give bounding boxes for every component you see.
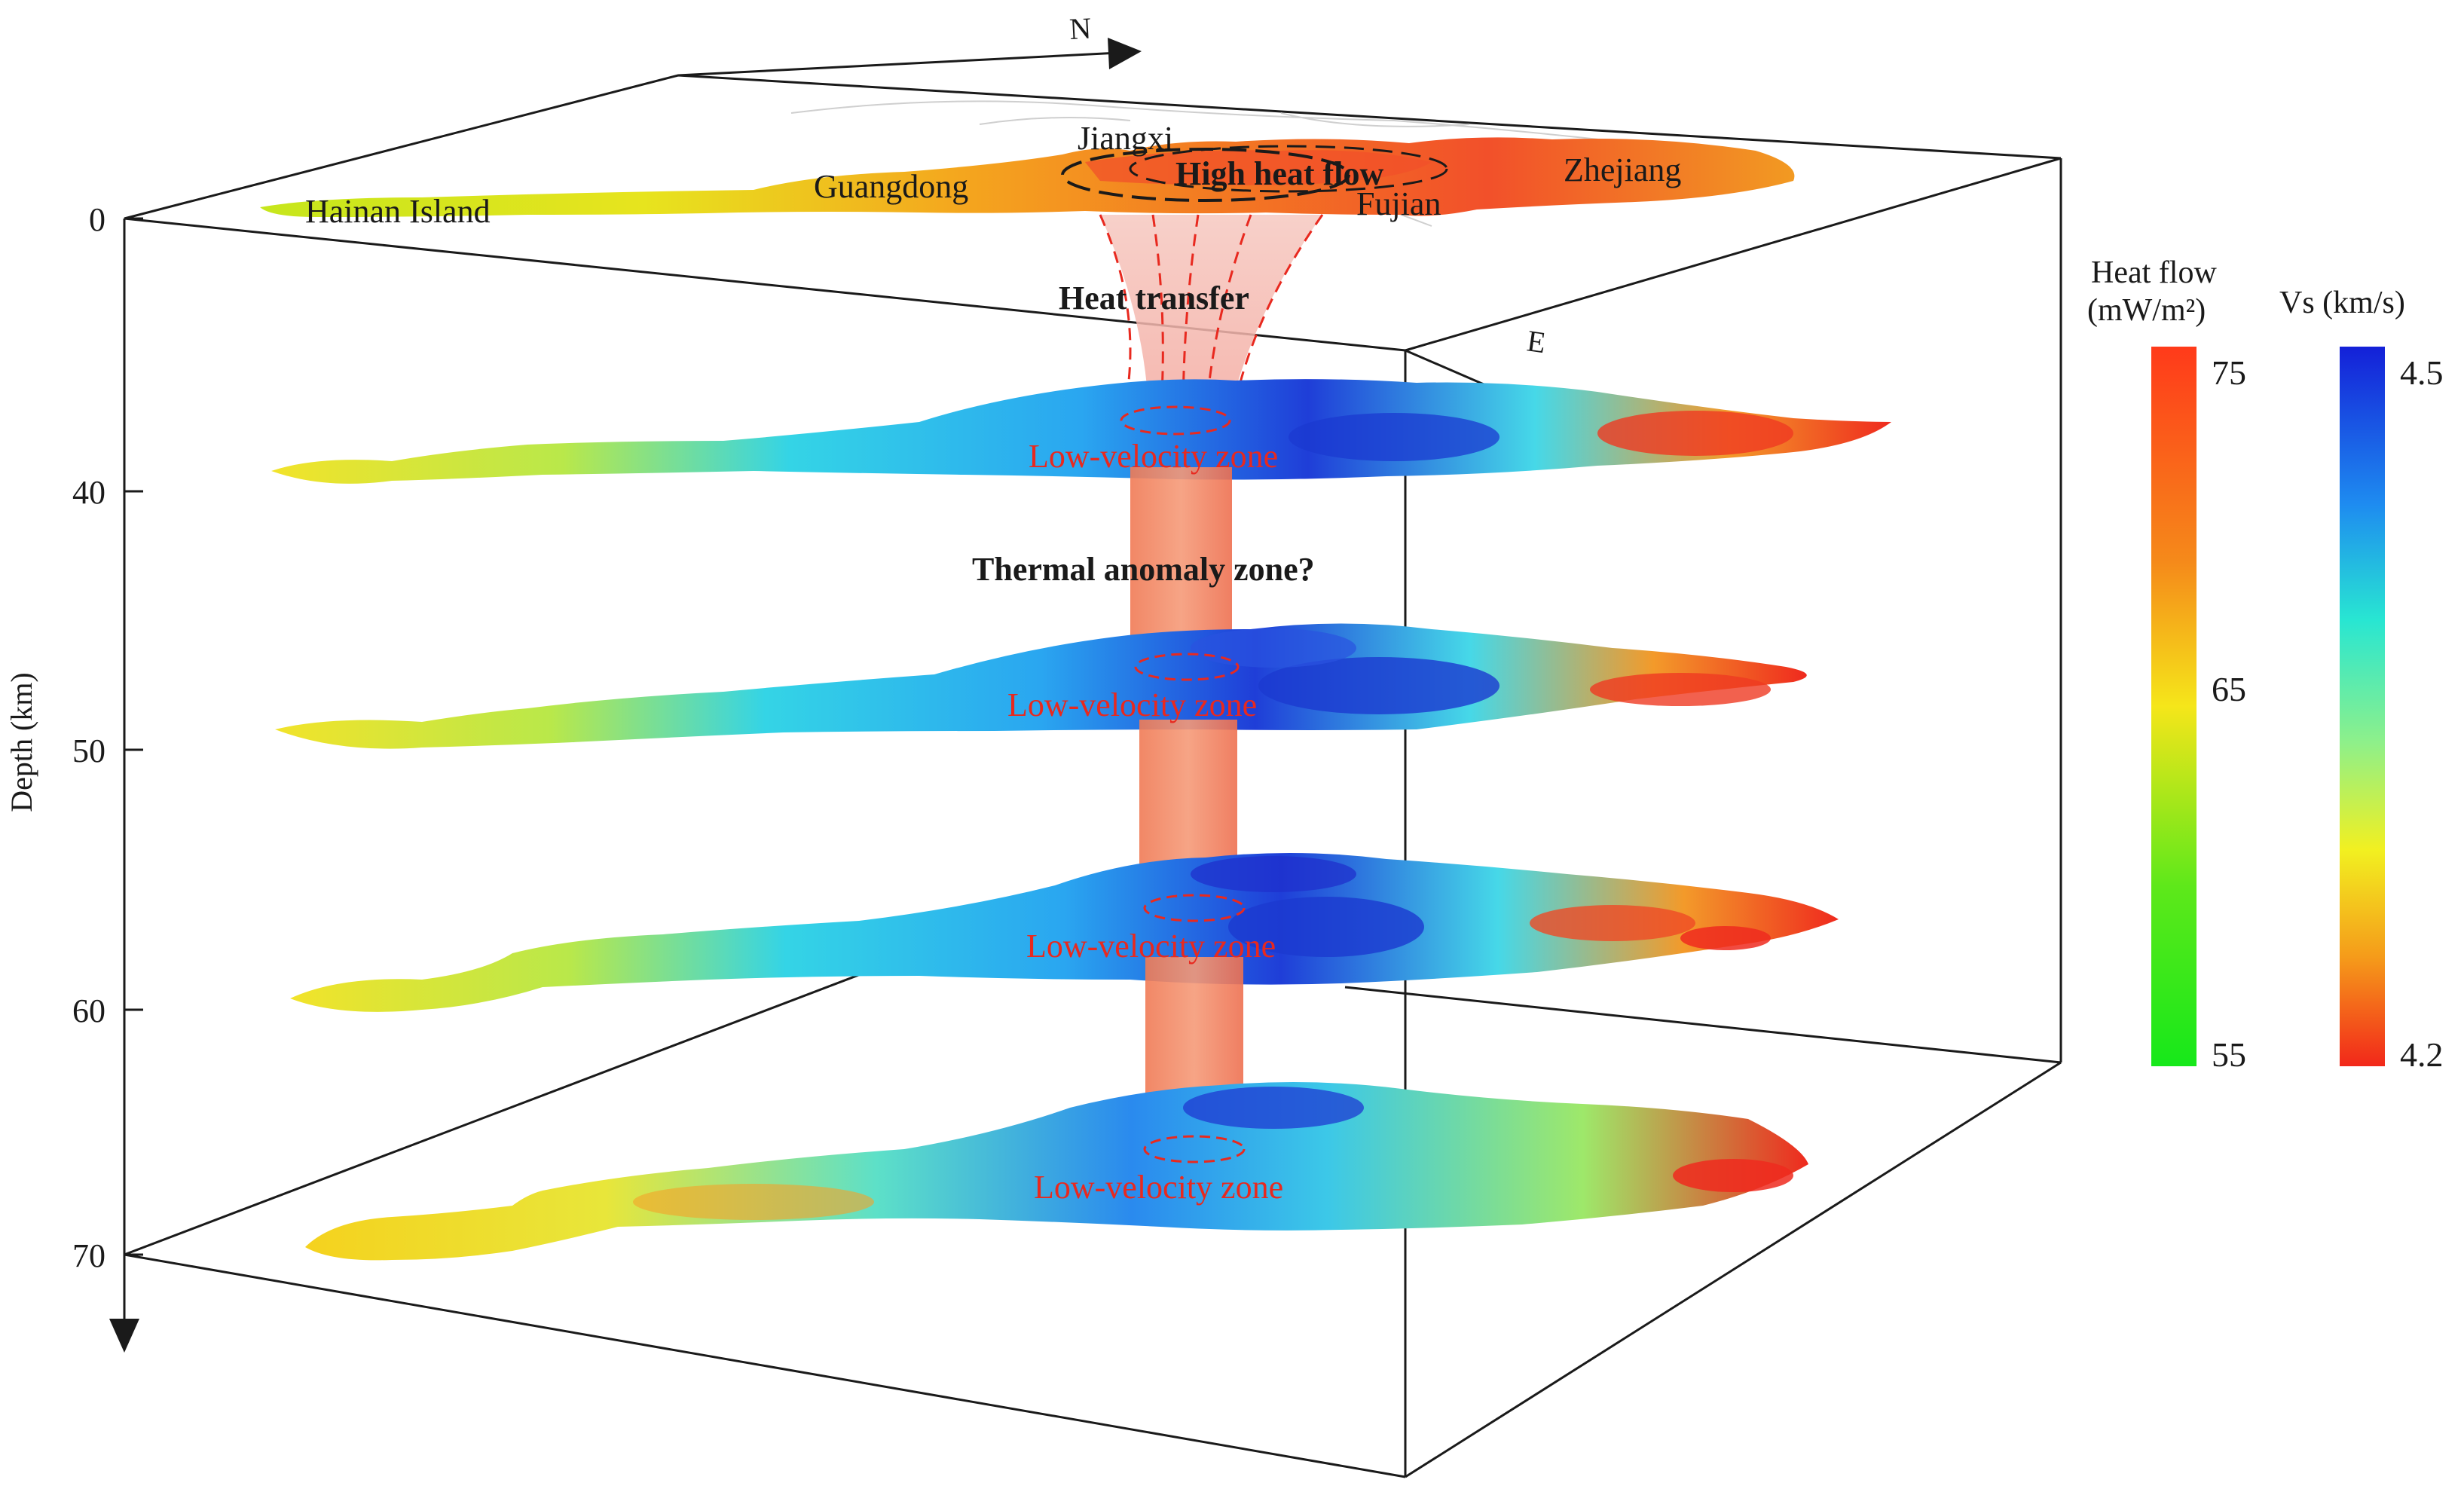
depth-tick-label: 40 (72, 474, 105, 511)
velocity-layer-2-shape (275, 623, 1807, 749)
province-boundaries (790, 100, 1696, 227)
north-arrow-line (677, 51, 1120, 77)
depth-axis: 0 40 50 60 70 Depth (km) (5, 201, 143, 1353)
cube-frame (124, 74, 2062, 1478)
depth-axis-arrow (109, 1319, 139, 1353)
depth-tick-label: 60 (72, 992, 105, 1029)
velocity-layer-4 (305, 1082, 1808, 1261)
vs-colorbar (2340, 347, 2385, 1066)
depth-tick-label: 70 (72, 1237, 105, 1274)
heat-flow-tick-75: 75 (2212, 353, 2246, 392)
velocity-layer-3-shape (290, 852, 1839, 1012)
region-label-hainan: Hainan Island (305, 193, 491, 230)
heat-transfer-label: Heat transfer (1059, 280, 1249, 316)
cube-bottom-right-back-edge (1344, 986, 2062, 1064)
velocity-layer-3 (290, 852, 1839, 1012)
vs-legend-title: Vs (km/s) (2279, 286, 2405, 320)
velocity-layer-1-hotspot (1597, 411, 1793, 456)
east-label: E (1525, 323, 1548, 359)
cube-bottom-right-edge (1405, 1061, 2062, 1478)
heat-flow-tick-55: 55 (2212, 1035, 2246, 1074)
region-label-jiangxi: Jiangxi (1078, 120, 1173, 157)
depth-tick-label: 0 (89, 201, 105, 238)
low-velocity-zone-label-3: Low-velocity zone (1026, 928, 1276, 965)
vs-tick-4-2: 4.2 (2400, 1035, 2444, 1074)
thermal-column-segment-1 (1130, 467, 1232, 659)
velocity-layer-1-shape (271, 379, 1891, 484)
velocity-layer-2-deepblue-2 (1191, 628, 1356, 668)
north-label: N (1068, 11, 1092, 46)
thermal-anomaly-label: Thermal anomaly zone? (972, 551, 1315, 588)
velocity-layer-2 (275, 623, 1807, 749)
high-heat-flow-outline-dark-2 (1129, 145, 1448, 193)
velocity-layer-4-deepblue (1183, 1087, 1364, 1129)
depth-axis-label: Depth (km) (5, 672, 38, 812)
cube-bottom-front-edge (124, 1253, 1406, 1478)
velocity-layer-4-warm (633, 1184, 874, 1220)
surface-map-shape (260, 137, 1795, 217)
high-heat-flow-core (1085, 150, 1432, 185)
column-top-4 (1143, 1135, 1246, 1163)
velocity-layer-3-hotspot (1530, 905, 1695, 941)
velocity-layer-3-deepblue (1228, 897, 1424, 957)
high-heat-flow-label: High heat flow (1175, 155, 1383, 192)
vs-legend: Vs (km/s) 4.5 4.2 (2279, 286, 2444, 1074)
surface-heat-flow-map: Hainan Island Guangdong Jiangxi Fujian Z… (260, 100, 1795, 230)
thermal-column-segment-1-body (1130, 467, 1232, 659)
low-velocity-zone-label-1: Low-velocity zone (1029, 438, 1278, 475)
region-label-zhejiang: Zhejiang (1564, 151, 1681, 188)
low-velocity-zone-label-2: Low-velocity zone (1007, 686, 1257, 723)
region-label-guangdong: Guangdong (814, 168, 968, 205)
column-top-2 (1134, 653, 1240, 681)
column-top-3 (1143, 894, 1246, 922)
heat-transfer-funnel-fill (1100, 215, 1322, 418)
velocity-layer-1 (271, 379, 1891, 484)
velocity-layer-1-deepblue (1289, 413, 1499, 461)
heat-flow-legend: Heat flow (mW/m²) 75 65 55 (2087, 255, 2246, 1074)
region-label-fujian: Fujian (1356, 185, 1441, 222)
column-top-1 (1120, 405, 1231, 436)
heat-flow-legend-title-2: (mW/m²) (2087, 293, 2206, 328)
velocity-layer-2-deepblue (1258, 657, 1499, 714)
velocity-layer-4-hotspot (1673, 1159, 1793, 1192)
north-arrow: N (677, 11, 1142, 77)
cube-bottom-left-back-edge (124, 971, 867, 1256)
north-arrow-head (1108, 38, 1142, 69)
depth-tick-label: 50 (72, 732, 105, 769)
heat-flow-colorbar (2151, 347, 2197, 1066)
heat-flow-tick-65: 65 (2212, 670, 2246, 708)
vs-tick-4-5: 4.5 (2400, 353, 2444, 392)
depth-ticks: 0 40 50 60 70 (72, 201, 143, 1274)
velocity-layer-3-deepblue-2 (1191, 856, 1356, 892)
velocity-layer-3-hotspot-2 (1680, 926, 1771, 950)
low-velocity-zone-label-4: Low-velocity zone (1034, 1169, 1283, 1206)
velocity-layer-2-hotspot (1590, 673, 1771, 706)
cube-top-right-edge (1405, 157, 2062, 352)
heat-flow-legend-title-1: Heat flow (2091, 255, 2217, 290)
heat-transfer-funnel: Heat transfer (1059, 214, 1324, 419)
